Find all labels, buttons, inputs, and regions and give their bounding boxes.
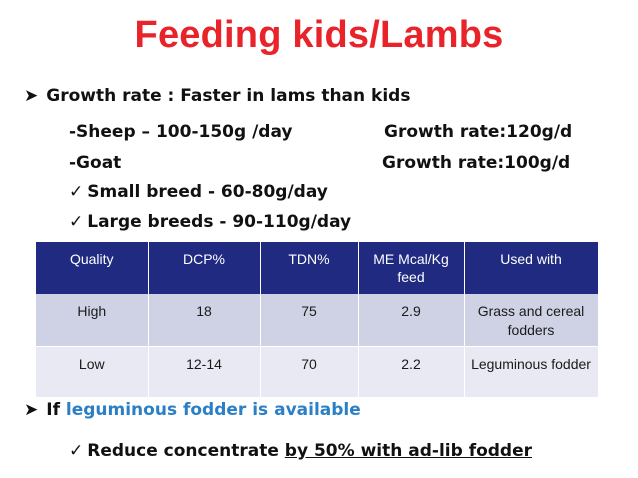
goat-label: -Goat [69,153,122,173]
checkmark-icon: ✓ [69,212,84,232]
table-header-row: Quality DCP% TDN% ME Mcal/Kg feed Used w… [36,242,599,294]
table-cell: Grass and cereal fodders [464,294,599,347]
small-breed-item: ✓ Small breed - 60-80g/day [69,182,328,202]
table-cell: 12-14 [148,346,261,397]
table-cell: 70 [260,346,359,397]
col-header: Used with [464,242,599,294]
growth-rate-text: Growth rate : Faster in lams than kids [46,86,411,106]
checkmark-icon: ✓ [69,182,84,202]
table-cell: 2.2 [358,346,465,397]
sheep-growth-rate: Growth rate:120g/d [384,122,573,142]
nutrition-table: Quality DCP% TDN% ME Mcal/Kg feed Used w… [36,242,599,397]
col-header: TDN% [260,242,359,294]
leguminous-prefix: If [46,400,66,420]
table-cell: Low [36,346,149,397]
leguminous-highlight: leguminous fodder is available [65,400,361,420]
reduce-prefix: Reduce concentrate [87,441,285,461]
goat-growth-rate: Growth rate:100g/d [382,153,571,173]
table-cell: High [36,294,149,347]
slide-title: Feeding kids/Lambs [134,14,504,56]
bullet-growth-rate: ➤ Growth rate : Faster in lams than kids [24,86,410,106]
table-cell: 75 [260,294,359,347]
reduce-underlined: by 50% with ad-lib fodder [284,441,533,461]
table-row: High 18 75 2.9 Grass and cereal fodders [36,294,599,347]
reduce-concentrate-item: ✓ Reduce concentrate by 50% with ad-lib f… [69,441,532,461]
col-header: Quality [36,242,149,294]
arrow-bullet-icon: ➤ [24,86,39,106]
bullet-leguminous: ➤ If leguminous fodder is available [24,400,361,420]
sheep-label: -Sheep – 100-150g /day [69,122,293,142]
table-cell: 2.9 [358,294,465,347]
arrow-bullet-icon: ➤ [24,400,39,420]
small-breed-text: Small breed - 60-80g/day [87,182,328,202]
large-breeds-item: ✓ Large breeds - 90-110g/day [69,212,351,232]
checkmark-icon: ✓ [69,441,84,461]
col-header: DCP% [148,242,261,294]
large-breeds-text: Large breeds - 90-110g/day [87,212,352,232]
table-row: Low 12-14 70 2.2 Leguminous fodder [36,346,599,397]
table-cell: 18 [148,294,261,347]
table-cell: Leguminous fodder [464,346,599,397]
col-header: ME Mcal/Kg feed [358,242,465,294]
